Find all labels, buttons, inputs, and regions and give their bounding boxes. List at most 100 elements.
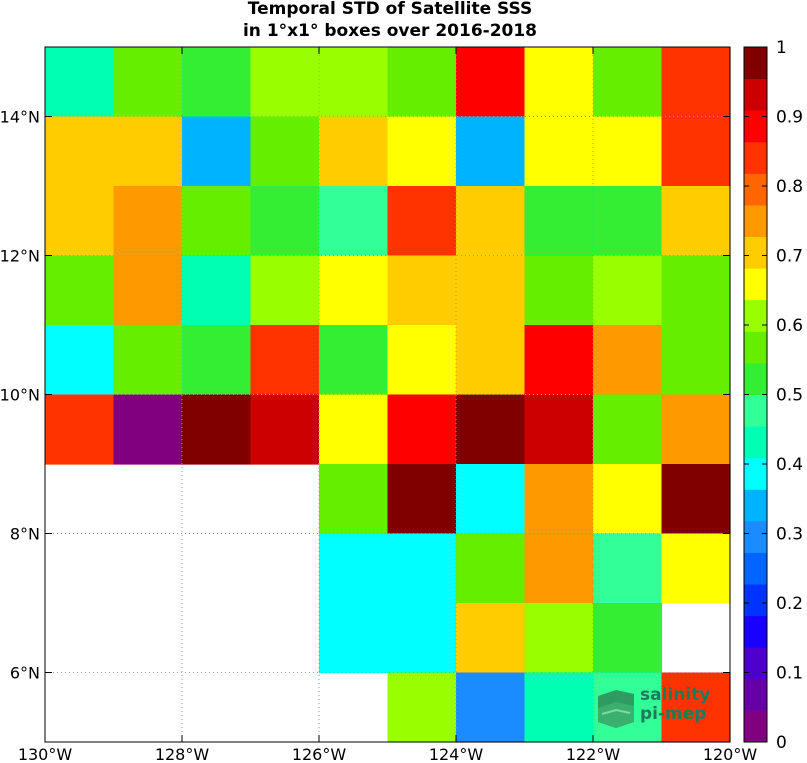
y-tick-label: 6°N xyxy=(10,664,40,683)
colorbar-segment xyxy=(744,141,767,174)
colorbar-segment xyxy=(744,47,767,80)
colorbar-tick-label: 1 xyxy=(776,38,787,58)
heatmap-cell xyxy=(456,672,526,743)
heatmap-cell xyxy=(593,325,663,396)
heatmap-cell xyxy=(593,533,663,604)
heatmap-cell xyxy=(456,47,526,118)
colorbar-segment xyxy=(744,173,767,206)
colorbar: 0 0.1 0.2 0.3 0.4 0.5 0.6 0.7 0.8 0.9 1 xyxy=(743,38,803,753)
colorbar-tick-label: 0.4 xyxy=(776,455,803,475)
heatmap-cell xyxy=(661,186,731,257)
heatmap-cell xyxy=(661,116,731,187)
heatmap-cell xyxy=(524,325,594,396)
colorbar-tick-label: 0.5 xyxy=(776,386,803,406)
heatmap-cell xyxy=(387,255,457,326)
heatmap-cell xyxy=(319,47,389,118)
heatmap-cell xyxy=(524,672,594,743)
heatmap-cell xyxy=(661,394,731,465)
heatmap-cell xyxy=(593,116,663,187)
logo-text-line2: pi-mep xyxy=(640,704,707,724)
heatmap-cell xyxy=(661,464,731,535)
heatmap-cell xyxy=(661,533,731,604)
heatmap-cell xyxy=(250,186,320,257)
heatmap-cell xyxy=(182,325,252,396)
colorbar-tick-label: 0.8 xyxy=(776,177,803,197)
heatmap-cell xyxy=(45,394,115,465)
heatmap-cell xyxy=(456,116,526,187)
logo-icon xyxy=(598,690,634,728)
colorbar-segment xyxy=(744,362,767,395)
heatmap-cell xyxy=(661,672,731,743)
heatmap-cell xyxy=(182,47,252,118)
colorbar-segment xyxy=(744,204,767,238)
axis-ticks: 130°W 128°W 126°W 124°W 122°W 120°W 14°N 12°N 10… xyxy=(0,47,757,763)
heatmap-cell xyxy=(45,116,115,187)
heatmap-cell xyxy=(593,47,663,118)
heatmap-cell xyxy=(387,47,457,118)
heatmap-cell xyxy=(593,186,663,257)
colorbar-tick-label: 0.2 xyxy=(776,594,803,614)
heatmap-cell xyxy=(387,186,457,257)
heatmap-cell xyxy=(319,533,389,604)
heatmap-cell xyxy=(319,325,389,396)
heatmap-cell xyxy=(113,186,183,257)
heatmap-cell xyxy=(250,325,320,396)
heatmap-cell xyxy=(250,255,320,326)
y-tick-label: 12°N xyxy=(0,247,40,266)
heatmap-cell xyxy=(113,47,183,118)
y-tick-label: 8°N xyxy=(10,525,40,544)
colorbar-segment xyxy=(744,615,767,648)
x-tick-label: 128°W xyxy=(155,745,210,763)
heatmap-cell xyxy=(387,672,457,743)
heatmap-cell xyxy=(319,255,389,326)
heatmap-cell xyxy=(524,255,594,326)
colorbar-tick-label: 0.6 xyxy=(776,316,803,336)
heatmap-cell xyxy=(387,116,457,187)
heatmap-cell xyxy=(319,394,389,465)
x-tick-label: 126°W xyxy=(292,745,347,763)
heatmap-cell xyxy=(524,533,594,604)
heatmap-cell xyxy=(45,255,115,326)
heatmap-cell xyxy=(113,116,183,187)
colorbar-tick-label: 0 xyxy=(776,733,787,753)
colorbar-segment xyxy=(744,678,767,711)
chart-title-line1: Temporal STD of Satellite SSS xyxy=(247,0,533,19)
heatmap-cell xyxy=(45,325,115,396)
colorbar-segment xyxy=(744,520,767,553)
heatmap-cell xyxy=(319,464,389,535)
heatmap-cell xyxy=(250,47,320,118)
heatmap-cell xyxy=(661,47,731,118)
heatmap-cell xyxy=(456,186,526,257)
colorbar-segment xyxy=(744,236,767,269)
heatmap-cell xyxy=(524,464,594,535)
heatmap-cell xyxy=(45,47,115,118)
heatmap-cells xyxy=(45,47,731,743)
colorbar-tick-label: 0.1 xyxy=(776,664,803,684)
colorbar-segment xyxy=(744,552,767,585)
heatmap-cell xyxy=(524,47,594,118)
heatmap-cell xyxy=(456,255,526,326)
heatmap-cell xyxy=(250,394,320,465)
heatmap-cell xyxy=(524,186,594,257)
salinity-pi-mep-logo: salinity pi-mep xyxy=(596,686,726,736)
heatmap-cell xyxy=(182,255,252,326)
colorbar-segment xyxy=(744,710,767,743)
colorbar-segment xyxy=(744,268,767,301)
heatmap-cell xyxy=(113,325,183,396)
colorbar-segment xyxy=(744,78,767,111)
heatmap-cell xyxy=(593,394,663,465)
colorbar-segment xyxy=(744,299,767,332)
colorbar-segment xyxy=(744,426,767,459)
heatmap-cell xyxy=(319,116,389,187)
heatmap-cell xyxy=(456,603,526,674)
logo-text-line1: salinity xyxy=(640,685,711,705)
chart-title-line2: in 1°x1° boxes over 2016-2018 xyxy=(242,21,538,41)
heatmap-cell xyxy=(456,533,526,604)
heatmap-cell xyxy=(387,394,457,465)
heatmap-cell xyxy=(182,186,252,257)
heatmap-cell xyxy=(524,394,594,465)
heatmap-cell xyxy=(387,533,457,604)
x-tick-label: 130°W xyxy=(18,745,73,763)
heatmap-cell xyxy=(593,255,663,326)
heatmap-cell xyxy=(387,603,457,674)
